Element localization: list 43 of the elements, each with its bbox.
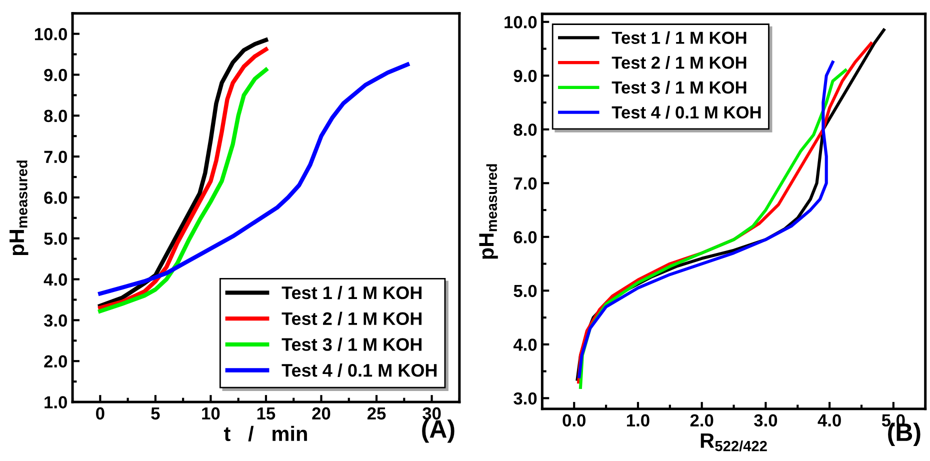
y-tick-label: 3.0 [44,314,67,327]
y-tick-label: 9.0 [44,68,67,82]
y-tick-label: 1.0 [44,396,67,408]
x-tick-label: 0.0 [562,414,586,427]
y-axis-title: pH$_{measured}$ [10,160,28,256]
x-tick-label: 4.0 [818,414,841,427]
legend-label: Test 1 / 1 M KOH [612,31,746,44]
x-tick-label: 0 [96,407,104,420]
y-tick-label: 9.0 [514,70,537,82]
y-tick-label: 6.0 [44,192,67,204]
y-tick-label: 8.0 [44,110,67,122]
y-axis-title: pH$_{measured}$ [479,164,498,259]
x-tick-label: 15 [257,407,276,420]
text: (A) [422,419,454,443]
x-tick-label: 25 [367,407,386,420]
x-tick-label: 5 [151,407,160,420]
y-tick-label: 10.0 [504,16,537,28]
legend-label: Test 3 / 1 M KOH [282,338,422,352]
y-tick-label: 8.0 [514,124,537,136]
y-tick-label: 2.0 [44,355,67,368]
x-tick-label: 3.0 [754,414,778,427]
legend-label: Test 2 / 1 M KOH [612,56,746,69]
legend-label: Test 4 / 0.1 M KOH [612,106,761,119]
x-axis-title: t / min [224,426,307,442]
legend-label: Test 1 / 1 M KOH [282,286,422,300]
legend-label: Test 3 / 1 M KOH [612,80,746,94]
y-tick-label: 7.0 [514,177,537,190]
x-tick-label: 30 [422,407,441,420]
y-tick-label: 5.0 [514,284,537,298]
y-tick-label: 3.0 [514,392,537,405]
x-tick-label: 10 [202,407,220,420]
x-tick-label: 2.0 [690,414,714,427]
x-tick-label: 1.0 [627,414,650,427]
y-tick-label: 5.0 [44,232,67,245]
y-tick-label: 4.0 [513,338,537,351]
y-tick-label: 6.0 [514,231,537,244]
y-tick-label: 10.0 [34,28,67,40]
legend-label: Test 4 / 0.1 M KOH [282,363,437,377]
legend-label: Test 2 / 1 M KOH [282,312,422,326]
y-tick-label: 7.0 [44,150,67,164]
x-tick-label: 20 [312,407,330,420]
x-axis-title: R$_{522/422}$ [700,433,767,452]
y-tick-label: 4.0 [44,273,67,286]
